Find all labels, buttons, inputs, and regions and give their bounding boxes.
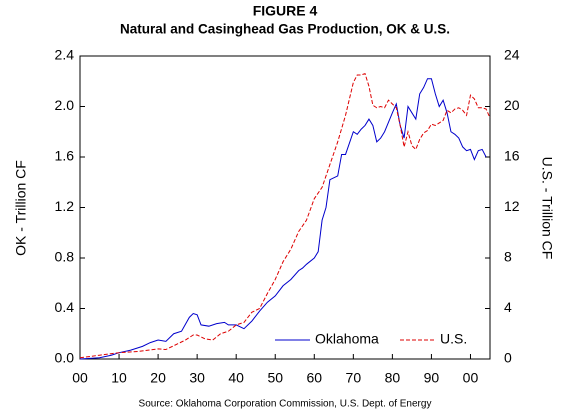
x-tick-label: 60 xyxy=(306,370,322,386)
y2-axis-label: U.S. - Trillion CF xyxy=(539,157,555,260)
y-tick-label: 0.8 xyxy=(55,249,75,265)
y-tick-label: 0.4 xyxy=(55,299,75,315)
y-tick-label: 2.0 xyxy=(55,97,75,113)
x-tick-label: 00 xyxy=(463,370,479,386)
y2-tick-label: 16 xyxy=(504,148,520,164)
x-tick-label: 00 xyxy=(72,370,88,386)
series-line xyxy=(79,78,487,360)
plot-frame xyxy=(79,55,491,360)
y2-tick-label: 12 xyxy=(504,198,520,214)
x-tick-label: 10 xyxy=(111,370,127,386)
x-tick-label: 20 xyxy=(150,370,166,386)
legend-label: U.S. xyxy=(440,331,467,347)
x-tick-label: 70 xyxy=(346,370,362,386)
x-tick-label: 50 xyxy=(267,370,283,386)
y-axis-label: OK - Trillion CF xyxy=(13,160,29,256)
chart-subtitle: Natural and Casinghead Gas Production, O… xyxy=(120,22,450,37)
chart-title: FIGURE 4 xyxy=(253,3,318,19)
x-tick-label: 40 xyxy=(228,370,244,386)
y-tick-label: 1.2 xyxy=(55,198,75,214)
x-tick-label: 80 xyxy=(385,370,401,386)
y-tick-label: 1.6 xyxy=(55,148,75,164)
y2-tick-label: 0 xyxy=(504,350,512,366)
y-tick-label: 2.4 xyxy=(55,47,75,63)
x-tick-label: 30 xyxy=(189,370,205,386)
y2-tick-label: 4 xyxy=(504,299,512,315)
y2-tick-label: 8 xyxy=(504,249,512,265)
y-tick-label: 0.0 xyxy=(55,350,75,366)
source-note: Source: Oklahoma Corporation Commission,… xyxy=(139,399,432,410)
series-line xyxy=(79,73,491,359)
x-tick-label: 90 xyxy=(424,370,440,386)
y2-tick-label: 20 xyxy=(504,97,520,113)
y2-tick-label: 24 xyxy=(504,47,520,63)
legend-label: Oklahoma xyxy=(315,331,379,347)
